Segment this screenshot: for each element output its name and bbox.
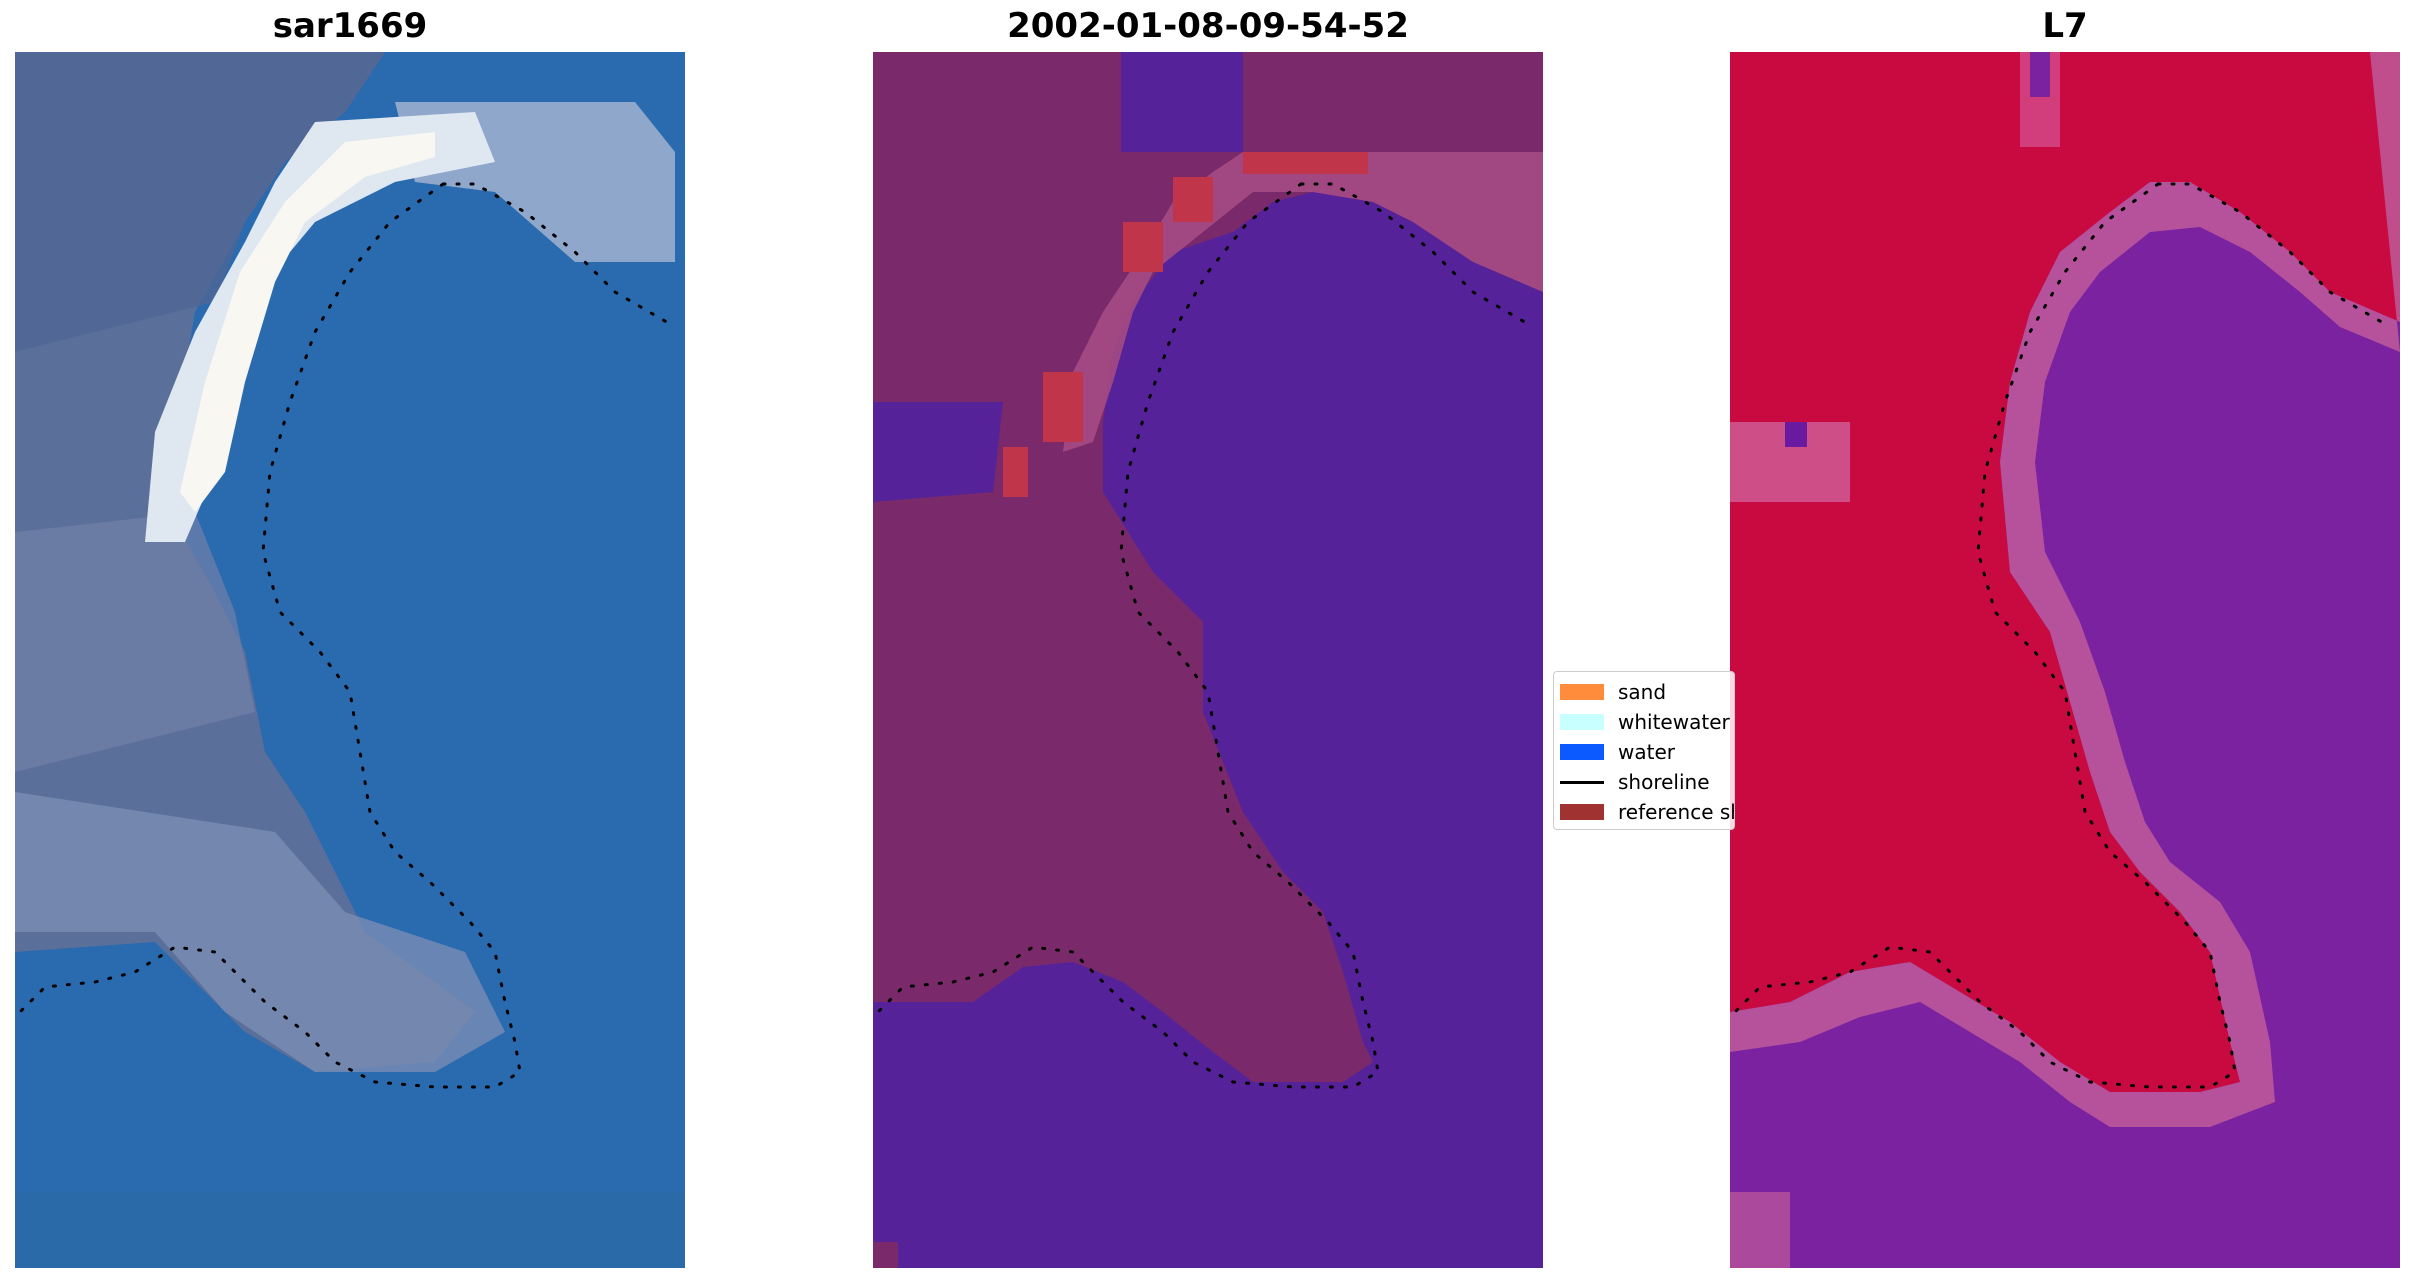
reference-patch-2 xyxy=(1173,177,1213,222)
reference-patch-1 xyxy=(1243,152,1368,174)
whitewater-swatch xyxy=(1560,714,1604,730)
panel-title-index: L7 xyxy=(1730,6,2400,46)
shoreline-line-swatch xyxy=(1560,781,1604,784)
index-inlet xyxy=(2030,52,2050,97)
class-water-notch xyxy=(1121,52,1243,152)
legend-item-shoreline: shoreline xyxy=(1560,770,1710,794)
legend-item-sand: sand xyxy=(1560,680,1666,704)
index-corner xyxy=(1730,1192,1790,1268)
legend-item-water: water xyxy=(1560,740,1675,764)
legend-label-sand: sand xyxy=(1618,680,1666,704)
rgb-image-panel xyxy=(15,52,685,1268)
index-pond xyxy=(1785,422,1807,447)
legend-item-whitewater: whitewater xyxy=(1560,710,1730,734)
legend: sand whitewater water shoreline referenc… xyxy=(1553,671,1735,830)
classification-image xyxy=(873,52,1543,1268)
legend-label-whitewater: whitewater xyxy=(1618,710,1730,734)
rgb-image xyxy=(15,52,685,1268)
ocean-bottom xyxy=(15,1192,685,1268)
class-land-corner xyxy=(873,1242,898,1268)
sand-swatch xyxy=(1560,684,1604,700)
reference-patch-3 xyxy=(1123,222,1163,272)
legend-item-reference-shoreline: reference shoreline xyxy=(1560,800,1735,824)
legend-label-shoreline: shoreline xyxy=(1618,770,1710,794)
reference-patch-5 xyxy=(1003,447,1028,497)
reference-patch-4 xyxy=(1043,372,1083,442)
classification-panel xyxy=(873,52,1543,1268)
reference-shoreline-swatch xyxy=(1560,804,1604,820)
legend-label-water: water xyxy=(1618,740,1675,764)
index-image-panel xyxy=(1730,52,2400,1268)
panel-title-classification: 2002-01-08-09-54-52 xyxy=(873,6,1543,46)
water-swatch xyxy=(1560,744,1604,760)
panel-title-rgb: sar1669 xyxy=(15,6,685,46)
index-image xyxy=(1730,52,2400,1268)
legend-label-reference-shoreline: reference shoreline xyxy=(1618,800,1735,824)
